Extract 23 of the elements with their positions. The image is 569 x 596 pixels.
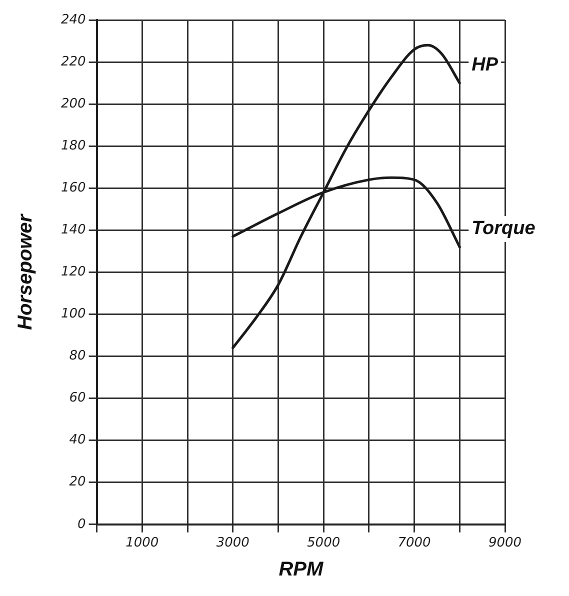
y-axis-title: Horsepower: [14, 213, 37, 330]
y-tick-label: 200: [60, 96, 86, 112]
y-tick-label: 160: [60, 180, 86, 196]
y-tick-label: 140: [60, 222, 86, 238]
x-tick-label: 1000: [126, 536, 159, 551]
y-tick-label: 20: [69, 474, 86, 490]
y-tick-label: 180: [60, 138, 86, 154]
y-tick-label: 240: [60, 12, 86, 28]
x-tick-label: 3000: [216, 536, 250, 551]
y-tick-label: 120: [60, 264, 86, 280]
x-tick-label: 7000: [398, 536, 431, 551]
y-tick-label: 0: [78, 516, 86, 532]
y-tick-label: 100: [60, 306, 86, 322]
y-tick-label: 220: [60, 54, 86, 70]
series-label: Torque: [472, 218, 536, 240]
y-tick-label: 80: [69, 348, 86, 364]
x-tick-label: 5000: [307, 536, 340, 551]
y-tick-label: 40: [69, 432, 86, 448]
line-series: [232, 44, 461, 350]
x-axis-title: RPM: [278, 558, 324, 581]
y-tick-label: 60: [69, 390, 86, 406]
series-label: HP: [472, 54, 498, 76]
x-tick-label: 9000: [488, 536, 522, 551]
